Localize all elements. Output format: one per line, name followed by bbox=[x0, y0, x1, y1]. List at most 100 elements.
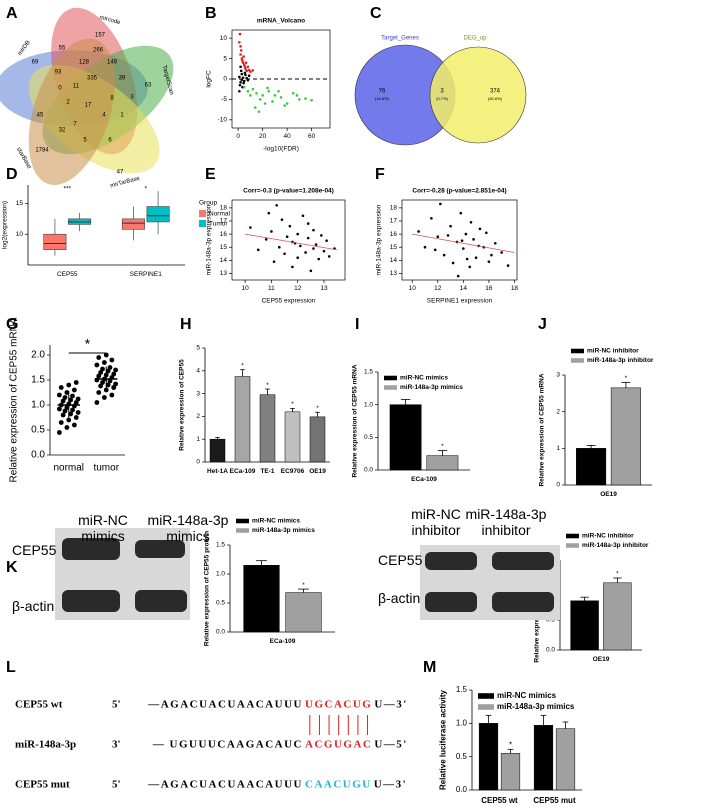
y-tick-label: 13 bbox=[220, 270, 228, 277]
y-tick-label: 2.0 bbox=[31, 350, 45, 361]
panel-label: F bbox=[375, 166, 385, 183]
point bbox=[317, 257, 321, 261]
point bbox=[58, 385, 64, 390]
x-tick-label: OE19 bbox=[600, 491, 617, 498]
point bbox=[68, 397, 74, 403]
y-axis-label: miR-148a-3p expression bbox=[205, 204, 212, 275]
point bbox=[107, 365, 113, 370]
point bbox=[279, 96, 283, 99]
y-tick-label: 0.5 bbox=[31, 425, 45, 436]
x-tick-label: EC9706 bbox=[281, 468, 305, 475]
y-tick-label: 15 bbox=[16, 200, 24, 207]
point bbox=[239, 45, 242, 48]
legend-swatch bbox=[566, 533, 579, 539]
point bbox=[244, 61, 248, 64]
annotation: * bbox=[316, 405, 319, 412]
y-tick-label: 1.0 bbox=[216, 571, 225, 578]
y-tick-label: 13 bbox=[390, 270, 398, 277]
y-tick-label: 0.0 bbox=[364, 467, 373, 474]
point bbox=[239, 69, 243, 73]
point bbox=[242, 63, 246, 67]
point bbox=[460, 239, 464, 242]
annotation: * bbox=[291, 401, 294, 408]
point bbox=[244, 73, 247, 77]
bar bbox=[478, 723, 499, 791]
point bbox=[70, 407, 75, 413]
point bbox=[423, 245, 427, 249]
y-tick-label: 0 bbox=[196, 459, 200, 466]
legend-label: miR-148a-3p inhibitor bbox=[582, 542, 649, 549]
panel-label: A bbox=[6, 5, 18, 22]
y-axis-label: Relative expression of CEP55 mRNA bbox=[351, 364, 358, 477]
blot-band bbox=[135, 540, 185, 558]
venn-set-name: DEG_up bbox=[463, 36, 487, 42]
x-tick-label: TE-1 bbox=[260, 468, 274, 475]
point bbox=[239, 53, 242, 56]
y-tick-label: 15 bbox=[390, 244, 398, 251]
legend-swatch bbox=[571, 358, 584, 363]
y-tick-label: 0 bbox=[556, 482, 560, 489]
legend-swatch bbox=[478, 693, 494, 699]
point bbox=[273, 94, 277, 97]
y-tick-label: 0.0 bbox=[546, 647, 555, 654]
legend-label: Tumor bbox=[209, 221, 228, 228]
point bbox=[478, 227, 482, 231]
bar bbox=[426, 455, 459, 471]
point bbox=[111, 371, 117, 377]
point bbox=[291, 265, 294, 269]
point bbox=[430, 217, 433, 220]
y-tick-label: 5 bbox=[196, 345, 200, 352]
bar bbox=[555, 728, 576, 791]
bar bbox=[533, 725, 554, 791]
point bbox=[75, 396, 81, 402]
venn-count: 76 bbox=[379, 89, 386, 95]
point bbox=[249, 226, 252, 229]
y-tick-label: 15 bbox=[220, 244, 228, 251]
venn-set bbox=[28, 38, 115, 185]
y-tick-label: -10 bbox=[218, 117, 228, 124]
bar bbox=[309, 416, 326, 463]
venn-count: 7 bbox=[73, 122, 77, 128]
point bbox=[56, 430, 62, 435]
venn-count: 17 bbox=[85, 103, 92, 109]
blot-band bbox=[492, 592, 554, 612]
point bbox=[304, 97, 307, 100]
point bbox=[267, 89, 271, 93]
blot-row-label: CEP55 bbox=[12, 542, 57, 558]
bar bbox=[234, 376, 251, 463]
trend-line bbox=[412, 233, 515, 253]
point bbox=[270, 230, 273, 233]
venn-set-name: mircode bbox=[99, 15, 122, 26]
blot-lane-label: miR-NC mimics bbox=[78, 512, 128, 544]
x-tick-label: CEP55 wt bbox=[481, 796, 518, 805]
panel-label: C bbox=[370, 5, 382, 22]
venn-count: 45 bbox=[37, 113, 44, 119]
y-tick-label: 10 bbox=[16, 231, 24, 238]
y-tick-label: 18 bbox=[220, 205, 228, 212]
legend-label: miR-NC mimics bbox=[400, 375, 448, 382]
legend-swatch bbox=[571, 348, 584, 354]
legend-label: miR-NC inhibitor bbox=[582, 533, 634, 540]
legend-swatch bbox=[199, 220, 206, 227]
y-tick-label: 17 bbox=[220, 218, 228, 225]
point bbox=[306, 236, 310, 240]
point bbox=[433, 248, 437, 252]
point bbox=[267, 211, 271, 215]
annotation: * bbox=[241, 362, 244, 369]
point bbox=[240, 57, 244, 60]
point bbox=[474, 256, 478, 260]
sequence-prime: 3' bbox=[112, 739, 121, 751]
y-tick-label: 1.5 bbox=[31, 375, 45, 386]
panel-label: B bbox=[205, 5, 217, 22]
y-tick-label: 0 bbox=[223, 76, 227, 83]
y-tick-label: 0.5 bbox=[364, 434, 373, 441]
blot-band bbox=[425, 552, 477, 570]
point bbox=[94, 362, 100, 368]
venn-count: 374 bbox=[490, 89, 501, 95]
bar bbox=[259, 394, 276, 463]
bar bbox=[285, 592, 322, 633]
legend-label: miR-NC inhibitor bbox=[587, 348, 639, 355]
point bbox=[94, 400, 100, 405]
point bbox=[240, 78, 244, 82]
